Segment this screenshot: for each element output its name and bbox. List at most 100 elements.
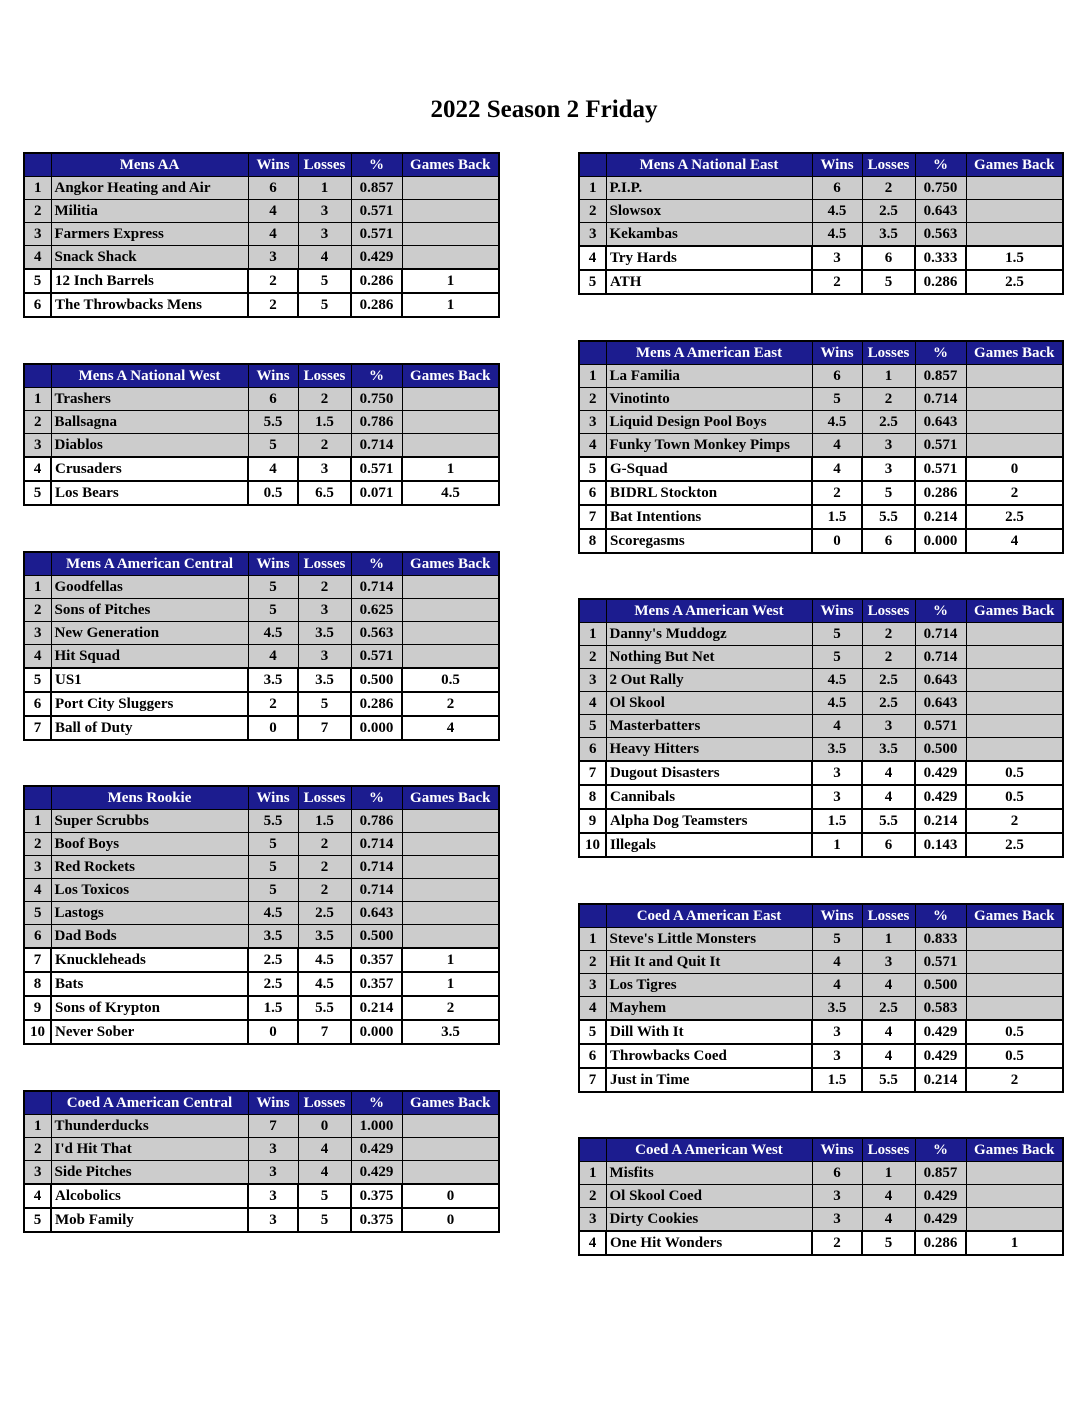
losses-cell: 2.5 bbox=[861, 199, 916, 223]
rank-cell: 6 bbox=[578, 737, 607, 762]
team-name-cell: P.I.P. bbox=[605, 176, 813, 200]
games-back-cell: 0.5 bbox=[965, 1019, 1064, 1045]
pct-header: % bbox=[914, 903, 967, 928]
rank-cell: 7 bbox=[578, 1067, 607, 1093]
table-row: 4 One Hit Wonders 2 5 0.286 1 bbox=[578, 1230, 1064, 1256]
wins-header: Wins bbox=[811, 903, 863, 928]
wins-cell: 3 bbox=[811, 760, 863, 786]
page-title: 2022 Season 2 Friday bbox=[430, 96, 658, 123]
games-back-cell: 0 bbox=[401, 1183, 500, 1209]
table-row: 1 Danny's Muddogz 5 2 0.714 bbox=[578, 622, 1064, 646]
rank-cell: 5 bbox=[23, 901, 52, 925]
rank-cell: 10 bbox=[23, 1019, 52, 1045]
games-back-cell: 1 bbox=[965, 1230, 1064, 1256]
games-back-cell: 0.5 bbox=[965, 760, 1064, 786]
pct-cell: 0.429 bbox=[914, 1184, 967, 1208]
pct-cell: 0.429 bbox=[350, 1160, 403, 1185]
table-row: 3 Los Tigres 4 4 0.500 bbox=[578, 973, 1064, 997]
wins-cell: 5 bbox=[247, 433, 299, 458]
rank-cell: 7 bbox=[23, 947, 52, 973]
rank-header bbox=[23, 785, 52, 810]
pct-cell: 0.643 bbox=[914, 668, 967, 692]
games-back-cell bbox=[401, 1137, 500, 1161]
losses-cell: 0 bbox=[297, 1114, 352, 1138]
team-name-cell: Los Toxicos bbox=[50, 878, 249, 902]
pct-cell: 0.357 bbox=[350, 947, 403, 973]
standings-table: Coed A American East Wins Losses% Games Bac… bbox=[578, 903, 1064, 1093]
pct-cell: 0.750 bbox=[914, 176, 967, 200]
table-row: 5 US1 3.5 3.5 0.500 0.5 bbox=[23, 667, 500, 693]
wins-cell: 2 bbox=[811, 480, 863, 506]
pct-cell: 0.333 bbox=[914, 245, 967, 271]
table-row: 3 Farmers Express 4 3 0.571 bbox=[23, 222, 500, 246]
games-back-cell: 2 bbox=[965, 1067, 1064, 1093]
gb-header: Games Back bbox=[401, 152, 500, 177]
wins-cell: 4 bbox=[247, 644, 299, 669]
games-back-cell bbox=[965, 950, 1064, 974]
losses-header: Losses bbox=[861, 1137, 916, 1162]
losses-cell: 2 bbox=[297, 855, 352, 879]
team-name-cell: Thunderducks bbox=[50, 1114, 249, 1138]
pct-cell: 0.071 bbox=[350, 480, 403, 506]
wins-cell: 3 bbox=[811, 1207, 863, 1232]
division-name: Mens A National East bbox=[605, 152, 813, 177]
rank-header bbox=[23, 551, 52, 576]
pct-cell: 0.286 bbox=[914, 269, 967, 295]
wins-cell: 3 bbox=[811, 1184, 863, 1208]
losses-cell: 3 bbox=[297, 598, 352, 622]
pct-cell: 0.500 bbox=[914, 737, 967, 762]
pct-cell: 0.571 bbox=[350, 222, 403, 246]
table-row: 10 Illegals 1 6 0.143 2.5 bbox=[578, 832, 1064, 858]
wins-cell: 6 bbox=[247, 176, 299, 200]
table-row: 1 Angkor Heating and Air 6 1 0.857 bbox=[23, 176, 500, 200]
team-name-cell: Hit It and Quit It bbox=[605, 950, 813, 974]
rank-header bbox=[578, 903, 607, 928]
rank-cell: 6 bbox=[23, 292, 52, 318]
pct-cell: 0.286 bbox=[914, 1230, 967, 1256]
losses-cell: 7 bbox=[297, 1019, 352, 1045]
wins-cell: 2 bbox=[811, 1230, 863, 1256]
rank-cell: 3 bbox=[23, 621, 52, 645]
pct-cell: 0.375 bbox=[350, 1183, 403, 1209]
games-back-cell: 2 bbox=[965, 480, 1064, 506]
table-row: 5 Mob Family 3 5 0.375 0 bbox=[23, 1207, 500, 1233]
team-name-cell: Los Bears bbox=[50, 480, 249, 506]
wins-cell: 0 bbox=[247, 715, 299, 741]
wins-header: Wins bbox=[247, 1090, 299, 1115]
losses-cell: 5 bbox=[297, 691, 352, 717]
table-row: 7 Ball of Duty 0 7 0.000 4 bbox=[23, 715, 500, 741]
pct-cell: 0.571 bbox=[350, 644, 403, 669]
games-back-cell: 2 bbox=[401, 995, 500, 1021]
team-name-cell: Dad Bods bbox=[50, 924, 249, 949]
losses-cell: 5.5 bbox=[861, 1067, 916, 1093]
rank-cell: 5 bbox=[578, 269, 607, 295]
losses-cell: 5 bbox=[861, 480, 916, 506]
games-back-cell: 2.5 bbox=[965, 269, 1064, 295]
pct-cell: 0.750 bbox=[350, 387, 403, 411]
division-name: Mens A American West bbox=[605, 598, 813, 623]
pct-cell: 0.214 bbox=[914, 504, 967, 530]
games-back-cell bbox=[401, 245, 500, 270]
gb-header: Games Back bbox=[965, 340, 1064, 365]
wins-cell: 4 bbox=[811, 950, 863, 974]
wins-cell: 4.5 bbox=[247, 621, 299, 645]
gb-header: Games Back bbox=[965, 598, 1064, 623]
pct-cell: 0.643 bbox=[914, 199, 967, 223]
gb-header: Games Back bbox=[401, 1090, 500, 1115]
table-row: 3 Red Rockets 5 2 0.714 bbox=[23, 855, 500, 879]
rank-cell: 2 bbox=[23, 410, 52, 434]
wins-cell: 6 bbox=[247, 387, 299, 411]
losses-cell: 5 bbox=[861, 269, 916, 295]
losses-cell: 2.5 bbox=[861, 668, 916, 692]
wins-cell: 2.5 bbox=[247, 947, 299, 973]
wins-cell: 2.5 bbox=[247, 971, 299, 997]
wins-cell: 3 bbox=[247, 1207, 299, 1233]
losses-cell: 1.5 bbox=[297, 809, 352, 833]
gb-header: Games Back bbox=[401, 551, 500, 576]
team-name-cell: The Throwbacks Mens bbox=[50, 292, 249, 318]
wins-cell: 3 bbox=[247, 1137, 299, 1161]
table-row: 9 Sons of Krypton 1.5 5.5 0.214 2 bbox=[23, 995, 500, 1021]
team-name-cell: G-Squad bbox=[605, 456, 813, 482]
table-row: 2 Sons of Pitches 5 3 0.625 bbox=[23, 598, 500, 622]
